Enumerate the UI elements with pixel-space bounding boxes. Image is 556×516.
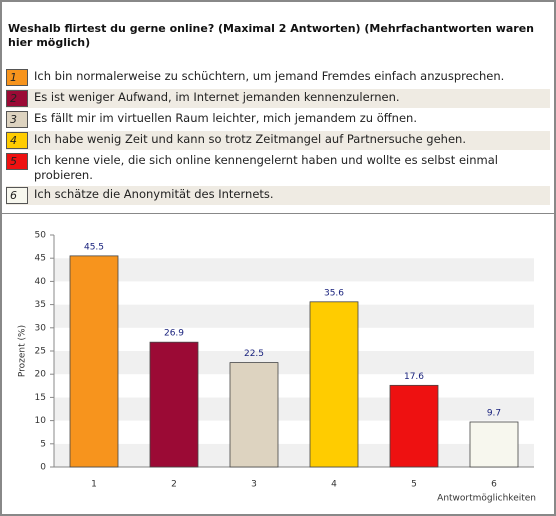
legend-row: 3 Es fällt mir im virtuellen Raum leichte… (6, 110, 550, 129)
y-tick-label: 45 (35, 254, 46, 264)
legend-text: Ich kenne viele, die sich online kenneng… (34, 153, 498, 182)
grid-band (54, 397, 534, 421)
x-tick-label: 4 (331, 480, 337, 490)
value-label: 17.6 (404, 372, 424, 382)
legend-text: Ich habe wenig Zeit und kann so trotz Ze… (34, 132, 466, 146)
y-tick-label: 30 (35, 323, 47, 333)
legend-row: 2 Es ist weniger Aufwand, im Internet jem… (6, 89, 550, 108)
y-tick-label: 0 (40, 463, 46, 473)
grid-band (54, 235, 534, 259)
legend-number: 3 (6, 111, 28, 128)
legend-text: Es fällt mir im virtuellen Raum leichter… (34, 111, 417, 125)
value-label: 9.7 (487, 408, 501, 418)
grid-band (54, 304, 534, 328)
x-tick-label: 6 (491, 480, 497, 490)
bar (309, 301, 359, 468)
bar (469, 421, 519, 468)
value-label: 45.5 (84, 242, 104, 252)
separator (2, 213, 554, 214)
grid-band (54, 327, 534, 351)
legend-row: 5 Ich kenne viele, die sich online kennen… (6, 152, 550, 184)
legend-number: 2 (6, 90, 28, 107)
legend-text: Ich bin normalerweise zu schüchtern, um … (34, 69, 505, 83)
grid-band (54, 374, 534, 398)
x-tick-label: 5 (411, 480, 417, 490)
y-tick-label: 20 (35, 370, 47, 380)
y-tick-label: 5 (40, 439, 46, 449)
bar (389, 384, 439, 468)
grid-band (54, 420, 534, 444)
title: Weshalb flirtest du gerne online? (Maxim… (8, 22, 534, 49)
value-label: 22.5 (244, 349, 264, 359)
y-axis-label: Prozent (%) (18, 325, 28, 377)
grid-band (54, 258, 534, 282)
bar (229, 362, 279, 468)
grid-band (54, 443, 534, 467)
grid-band (54, 281, 534, 305)
bar (149, 341, 199, 468)
x-tick-label: 2 (171, 480, 177, 490)
grid-band (54, 351, 534, 375)
legend-number: 6 (6, 187, 28, 204)
y-tick-label: 15 (35, 393, 46, 403)
y-tick-label: 25 (35, 347, 46, 357)
legend-number: 1 (6, 69, 28, 86)
legend: 1 Ich bin normalerweise zu schüchtern, um… (6, 68, 550, 207)
legend-text: Es ist weniger Aufwand, im Internet jema… (34, 90, 400, 104)
y-tick-label: 40 (35, 277, 47, 287)
legend-number: 4 (6, 132, 28, 149)
value-label: 35.6 (324, 288, 344, 298)
y-tick-label: 35 (35, 300, 46, 310)
y-tick-label: 10 (35, 416, 47, 426)
legend-row: 6 Ich schätze die Anonymität des Internet… (6, 186, 550, 205)
y-tick-label: 50 (35, 231, 47, 241)
x-axis-label: Antwortmöglichkeiten (437, 494, 536, 504)
x-tick-label: 3 (251, 480, 257, 490)
bar (69, 255, 119, 468)
legend-text: Ich schätze die Anonymität des Internets… (34, 187, 274, 201)
value-label: 26.9 (164, 329, 184, 339)
legend-number: 5 (6, 153, 28, 170)
legend-row: 1 Ich bin normalerweise zu schüchtern, um… (6, 68, 550, 87)
x-tick-label: 1 (91, 480, 97, 490)
legend-row: 4 Ich habe wenig Zeit und kann so trotz Z… (6, 131, 550, 150)
